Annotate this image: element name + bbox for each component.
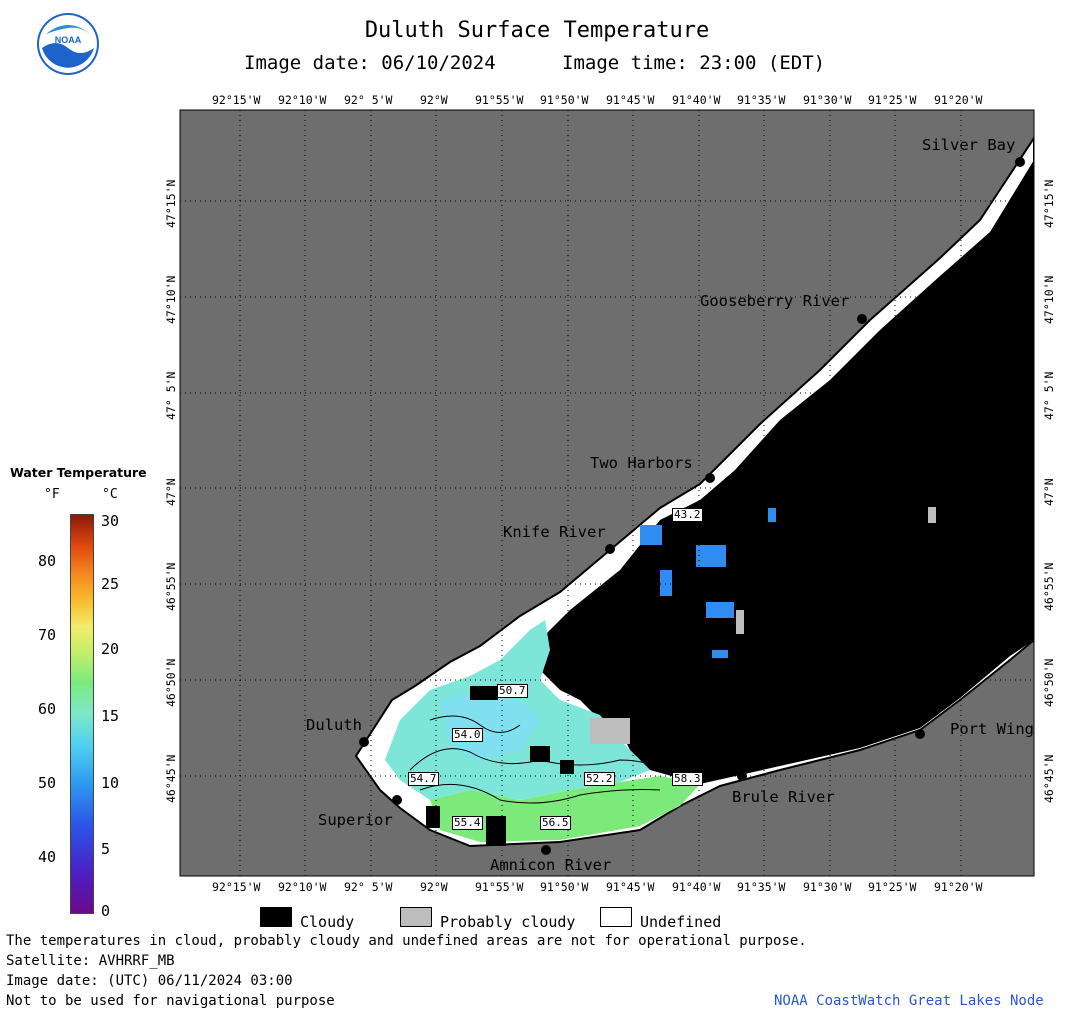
probably-cloudy-patch <box>928 507 936 523</box>
temperature-value: 54.7 <box>408 772 439 786</box>
place-gooseberry-river: Gooseberry River <box>700 292 850 310</box>
lat-label: 47°10'N <box>1042 275 1056 324</box>
tick-c: 20 <box>101 640 120 658</box>
lat-label: 46°55'N <box>1042 562 1056 611</box>
lon-label: 92°10'W <box>278 880 327 894</box>
temperature-value: 55.4 <box>452 816 483 830</box>
lat-label: 46°50'N <box>164 658 178 707</box>
lon-label: 91°40'W <box>672 880 721 894</box>
amnicon-river-marker <box>541 845 551 855</box>
legend-title: Water Temperature <box>10 465 147 480</box>
lat-label: 47°10'N <box>164 275 178 324</box>
lat-label: 46°45'N <box>1042 754 1056 803</box>
temperature-value: 54.0 <box>452 728 483 742</box>
place-superior: Superior <box>318 811 393 829</box>
unit-fahrenheit: °F <box>44 487 60 502</box>
tick-f: 50 <box>38 774 57 792</box>
gooseberry-river-marker <box>857 314 867 324</box>
lon-label: 92°15'W <box>212 93 261 107</box>
lon-label: 91°45'W <box>606 880 655 894</box>
lon-label: 91°55'W <box>475 880 524 894</box>
temperature-value: 56.5 <box>540 816 571 830</box>
port-wing-marker <box>915 729 925 739</box>
lon-label: 91°30'W <box>803 880 852 894</box>
knife-river-marker <box>605 544 615 554</box>
duluth-marker <box>359 737 369 747</box>
undefined-label: Undefined <box>640 913 722 931</box>
tick-f: 70 <box>38 626 57 644</box>
lat-label: 46°50'N <box>1042 658 1056 707</box>
lon-label: 91°35'W <box>737 93 786 107</box>
lon-label: 91°25'W <box>868 93 917 107</box>
place-silver-bay: Silver Bay <box>922 136 1016 154</box>
map-title: Duluth Surface Temperature <box>364 18 710 43</box>
image-date-label: Image date: 06/10/2024 <box>244 52 496 74</box>
lat-label: 47°N <box>164 478 178 506</box>
temperature-value: 50.7 <box>497 684 528 698</box>
probably-cloudy-label: Probably cloudy <box>440 913 576 931</box>
lon-label: 91°20'W <box>934 93 983 107</box>
lon-label: 91°50'W <box>540 880 589 894</box>
temperature-value: 52.2 <box>584 772 615 786</box>
tick-c: 15 <box>101 707 120 725</box>
tick-f: 60 <box>38 700 57 718</box>
color-scale-bar <box>70 514 94 914</box>
tick-c: 30 <box>101 512 120 530</box>
place-amnicon-river: Amnicon River <box>490 856 612 874</box>
noaa-logo-icon: NOAA <box>36 12 100 76</box>
place-two-harbors: Two Harbors <box>590 454 693 472</box>
lon-label: 91°20'W <box>934 880 983 894</box>
lon-label: 91°45'W <box>606 93 655 107</box>
tick-c: 10 <box>101 774 120 792</box>
lon-label: 92°15'W <box>212 880 261 894</box>
lon-label: 92° 5'W <box>344 93 393 107</box>
place-duluth: Duluth <box>306 716 362 734</box>
tick-f: 80 <box>38 552 57 570</box>
two-harbors-marker <box>705 473 715 483</box>
lon-label: 92°W <box>420 880 448 894</box>
cloudy-swatch <box>260 907 292 927</box>
footer-credit: NOAA CoastWatch Great Lakes Node <box>774 993 1044 1009</box>
superior-marker <box>392 795 402 805</box>
cloud-area <box>540 160 1034 784</box>
lon-label: 92° 5'W <box>344 880 393 894</box>
lon-label: 91°50'W <box>540 93 589 107</box>
undefined-swatch <box>600 907 632 927</box>
lon-label: 91°30'W <box>803 93 852 107</box>
lon-label: 91°25'W <box>868 880 917 894</box>
footer-disclaimer: The temperatures in cloud, probably clou… <box>6 933 807 949</box>
lat-label: 47°N <box>1042 478 1056 506</box>
place-port-wing: Port Wing <box>950 720 1034 738</box>
svg-text:NOAA: NOAA <box>55 35 82 45</box>
lat-label: 47°15'N <box>1042 179 1056 228</box>
lon-label: 91°40'W <box>672 93 721 107</box>
temperature-value: 58.3 <box>672 772 703 786</box>
lat-label: 47° 5'N <box>1042 371 1056 420</box>
tick-f: 40 <box>38 848 57 866</box>
lon-label: 92°W <box>420 93 448 107</box>
tick-c: 5 <box>101 840 111 858</box>
footer-utc-date: Image date: (UTC) 06/11/2024 03:00 <box>6 973 293 989</box>
lat-label: 46°55'N <box>164 562 178 611</box>
unit-celsius: °C <box>102 487 118 502</box>
place-knife-river: Knife River <box>503 523 606 541</box>
place-brule-river: Brule River <box>732 788 835 806</box>
probably-cloudy-swatch <box>400 907 432 927</box>
lon-label: 91°35'W <box>737 880 786 894</box>
cloudy-label: Cloudy <box>300 913 355 931</box>
tick-c: 25 <box>101 575 120 593</box>
lat-label: 47°15'N <box>164 179 178 228</box>
lon-label: 92°10'W <box>278 93 327 107</box>
image-time-label: Image time: 23:00 (EDT) <box>562 52 826 74</box>
footer-navigation-note: Not to be used for navigational purpose <box>6 993 335 1009</box>
temperature-value: 43.2 <box>672 508 703 522</box>
footer-satellite: Satellite: AVHRRF_MB <box>6 953 175 969</box>
tick-c: 0 <box>101 902 111 920</box>
silver-bay-marker <box>1015 157 1025 167</box>
brule-river-marker <box>737 771 747 781</box>
lon-label: 91°55'W <box>475 93 524 107</box>
lat-label: 47° 5'N <box>164 371 178 420</box>
lat-label: 46°45'N <box>164 754 178 803</box>
